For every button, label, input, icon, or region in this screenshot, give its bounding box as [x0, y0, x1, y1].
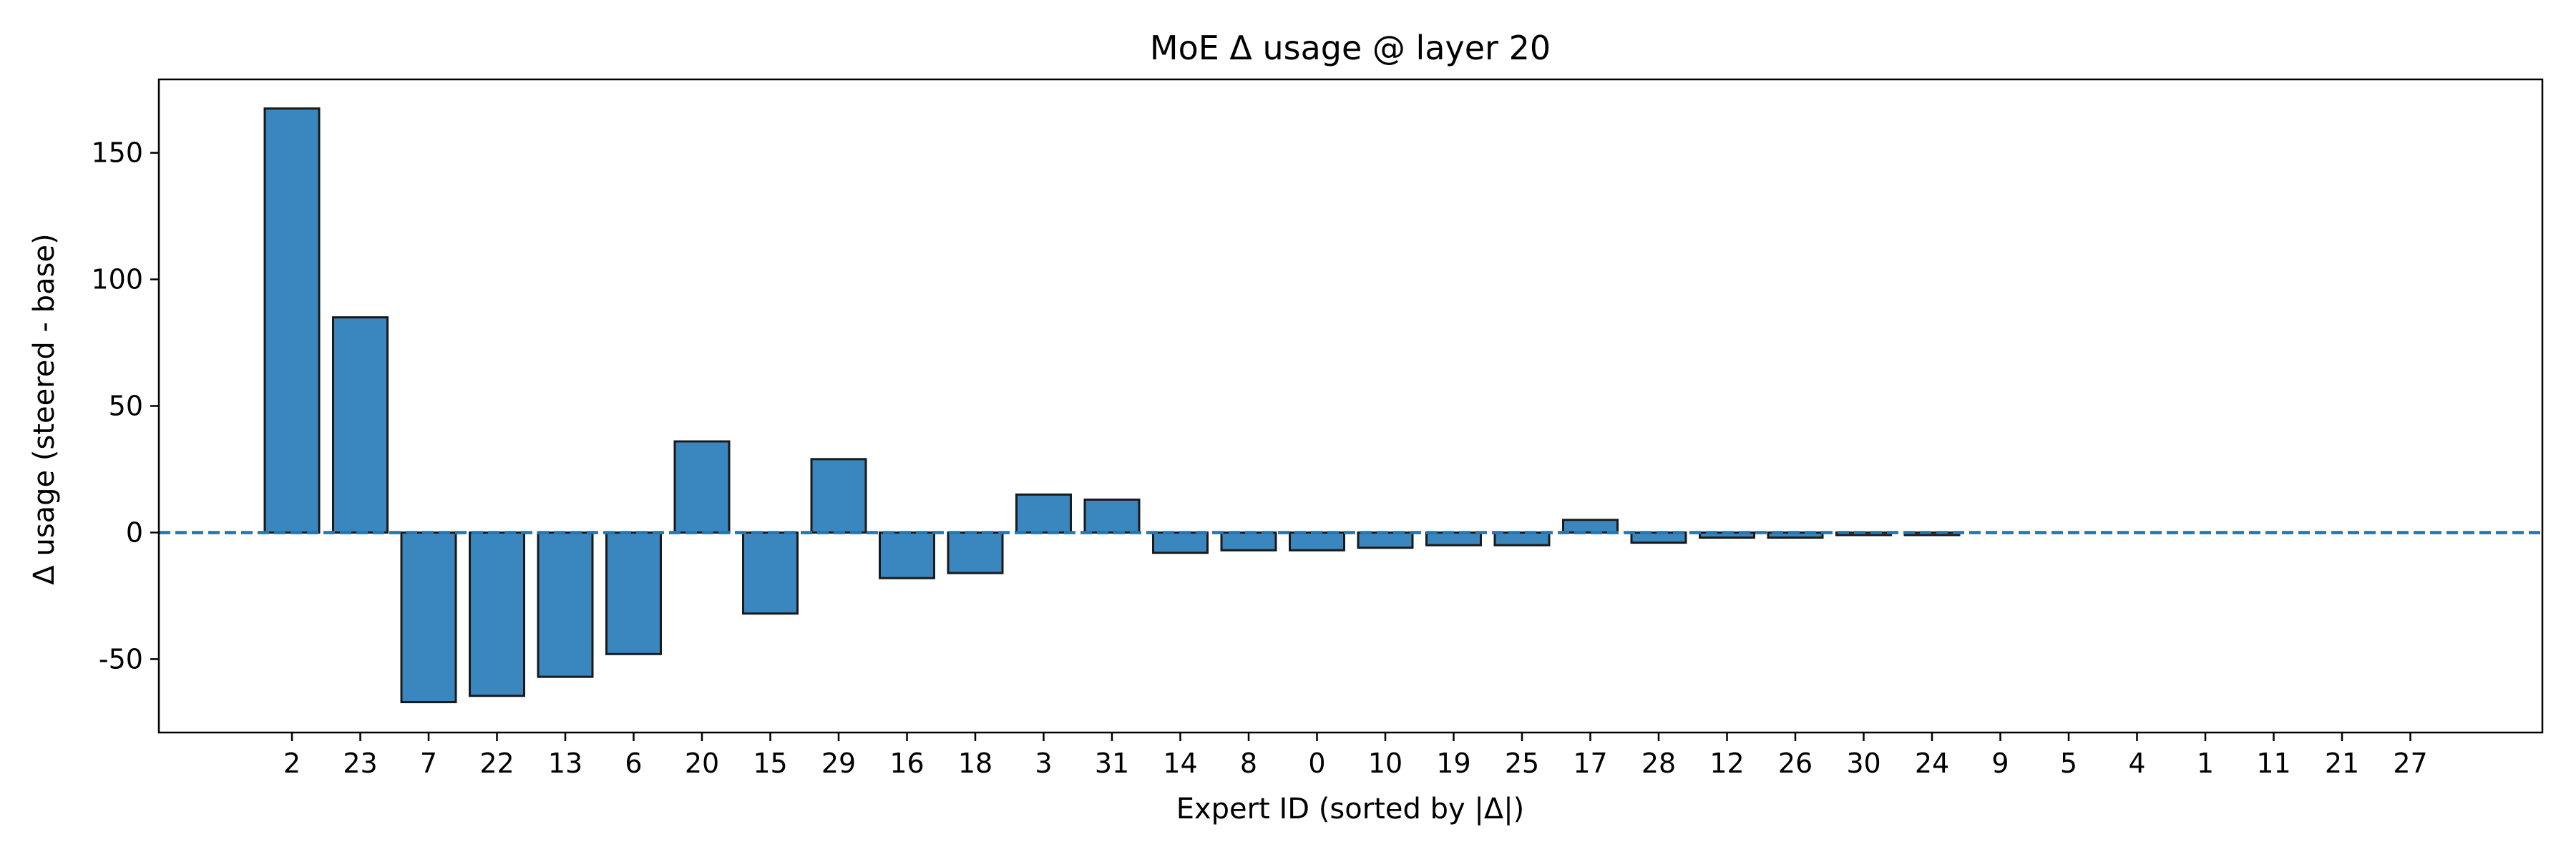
x-tick-label: 4	[2128, 748, 2145, 779]
x-tick-label: 13	[548, 748, 582, 779]
x-tick-label: 3	[1035, 748, 1052, 779]
bar-expert-17	[1562, 519, 1619, 534]
bar-expert-16	[879, 531, 935, 579]
x-tick-label: 12	[1709, 748, 1744, 779]
x-tick-label: 31	[1095, 748, 1129, 779]
bar-expert-25	[1493, 531, 1551, 547]
x-tick-label: 24	[1915, 748, 1949, 779]
x-tick-label: 23	[343, 748, 377, 779]
bar-expert-7	[400, 531, 457, 704]
x-tick-label: 0	[1308, 748, 1325, 779]
x-tick-label: 10	[1368, 748, 1402, 779]
x-tick-label: 28	[1641, 748, 1676, 779]
x-tick-label: 7	[420, 748, 437, 779]
bar-expert-2	[263, 107, 321, 534]
x-tick-label: 22	[479, 748, 514, 779]
x-tick-label: 17	[1573, 748, 1607, 779]
y-tick-label: 100	[91, 264, 143, 295]
x-tick-label: 25	[1505, 748, 1539, 779]
x-tick-label: 30	[1846, 748, 1880, 779]
y-tick-label: -50	[99, 643, 143, 675]
bar-expert-8	[1220, 531, 1277, 552]
bar-expert-20	[673, 440, 731, 534]
bar-expert-13	[537, 531, 594, 678]
bar-expert-0	[1289, 531, 1345, 552]
x-axis-label: Expert ID (sorted by |Δ|)	[1176, 793, 1525, 826]
x-tick-label: 16	[889, 748, 924, 779]
bar-expert-23	[332, 316, 389, 534]
x-tick-label: 15	[753, 748, 787, 779]
x-tick-label: 27	[2393, 748, 2427, 779]
x-tick-label: 1	[2197, 748, 2214, 779]
y-tick-label: 0	[126, 516, 143, 548]
bar-expert-15	[742, 531, 799, 615]
bar-expert-3	[1015, 493, 1072, 534]
bar-expert-29	[810, 458, 867, 534]
y-tick-label: 150	[91, 137, 143, 169]
x-tick-label: 21	[2325, 748, 2359, 779]
x-tick-label: 20	[685, 748, 719, 779]
bar-expert-14	[1152, 531, 1209, 554]
x-tick-label: 2	[283, 748, 301, 779]
plot-frame	[157, 78, 2544, 734]
x-tick-label: 9	[1991, 748, 2009, 779]
bar-expert-18	[947, 531, 1004, 574]
bar-expert-6	[605, 531, 662, 655]
chart-title: MoE Δ usage @ layer 20	[1150, 29, 1551, 67]
x-tick-label: 19	[1436, 748, 1470, 779]
bar-expert-19	[1425, 531, 1482, 547]
x-tick-label: 29	[821, 748, 856, 779]
bar-expert-10	[1357, 531, 1414, 549]
x-tick-label: 11	[2256, 748, 2290, 779]
bars	[263, 107, 1961, 704]
x-tick-label: 6	[625, 748, 642, 779]
y-tick-label: 50	[109, 391, 143, 422]
x-tick-label: 8	[1240, 748, 1257, 779]
x-tick-label: 18	[958, 748, 992, 779]
y-axis-label: Δ usage (steered - base)	[28, 233, 61, 584]
bar-expert-22	[469, 531, 525, 697]
x-axis-ticks: 2 23 7 22 13 6 20 15 29 16 18 3 31 14 8 0 10 19 25 17 28 12 26…	[283, 733, 2428, 779]
x-tick-label: 26	[1778, 748, 1813, 779]
x-tick-label: 14	[1163, 748, 1197, 779]
bar-expert-31	[1083, 498, 1141, 534]
x-tick-label: 5	[2060, 748, 2077, 779]
y-axis-ticks: -50 0 50 100 150	[91, 137, 159, 675]
